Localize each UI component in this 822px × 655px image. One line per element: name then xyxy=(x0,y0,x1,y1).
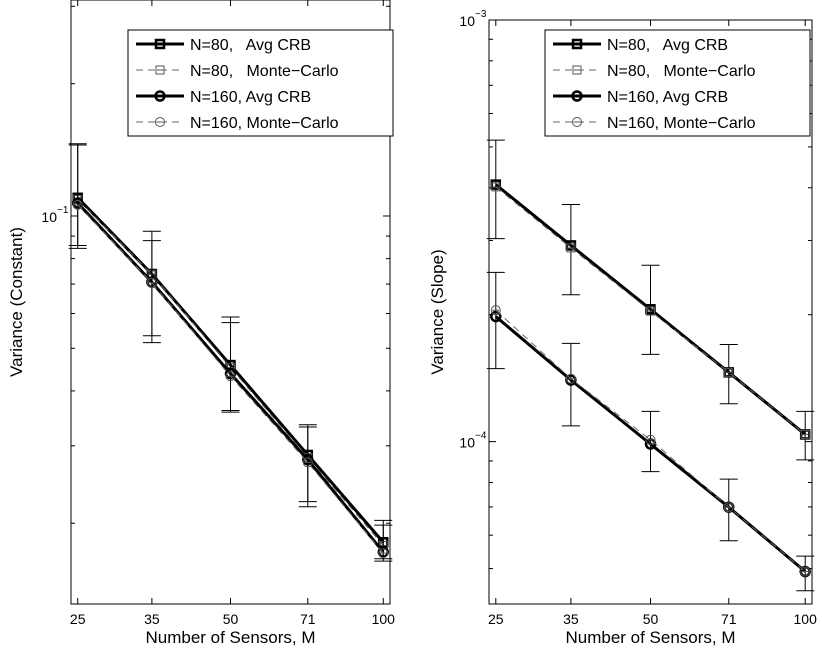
y-tick-label-base: 10 xyxy=(459,13,475,29)
data-point-circle xyxy=(723,502,734,513)
data-point-circle xyxy=(490,305,501,316)
series-4 xyxy=(72,199,389,559)
legend-marker-square xyxy=(154,38,166,50)
x-tick-label: 71 xyxy=(300,611,316,627)
legend-label: N=160, Avg CRB xyxy=(607,89,728,106)
data-point-circle xyxy=(378,548,389,559)
data-point-circle xyxy=(490,310,502,323)
legend-label: N=160, Avg CRB xyxy=(190,89,311,106)
series-line xyxy=(77,199,384,546)
y-tick-label-exponent: −1 xyxy=(57,205,69,216)
legend: N=80, Avg CRB N=80, Monte−Carlo N=160, Avg… xyxy=(127,29,394,137)
legend-label: N=80, Monte−Carlo xyxy=(190,63,339,80)
legend: N=80, Avg CRB N=80, Monte−Carlo N=160, Avg… xyxy=(544,29,811,137)
data-point-circle xyxy=(146,277,157,288)
series-4 xyxy=(490,305,811,577)
x-tick-label: 25 xyxy=(488,611,504,627)
data-point-circle xyxy=(645,434,656,445)
x-axis-label: Number of Sensors, M xyxy=(565,628,735,647)
series-2 xyxy=(491,182,810,439)
data-point-circle xyxy=(800,566,811,577)
data-point-circle xyxy=(565,373,576,384)
data-point-square xyxy=(491,182,501,192)
x-tick-label: 100 xyxy=(372,611,396,627)
legend-marker-circle xyxy=(154,90,166,102)
legend-label: N=160, Monte−Carlo xyxy=(607,115,756,132)
data-point-square xyxy=(800,429,810,439)
legend-box xyxy=(544,29,811,137)
legend-box xyxy=(127,29,394,137)
data-point-circle xyxy=(72,199,83,210)
data-point-square xyxy=(646,306,655,316)
legend-marker-circle xyxy=(155,117,165,127)
series-group xyxy=(486,139,815,592)
x-tick-label: 71 xyxy=(721,611,737,627)
data-point-circle xyxy=(302,453,314,466)
x-tick-label: 25 xyxy=(70,611,86,627)
x-tick-label: 50 xyxy=(643,611,659,627)
x-tick-label: 35 xyxy=(563,611,579,627)
legend-label: N=80, Monte−Carlo xyxy=(607,63,756,80)
x-axis-label: Number of Sensors, M xyxy=(145,628,315,647)
data-point-circle xyxy=(225,371,236,382)
legend-marker-circle xyxy=(572,117,582,127)
y-axis-label: Variance (Slope) xyxy=(428,249,447,374)
data-point-circle xyxy=(302,457,313,468)
data-point-square xyxy=(724,367,734,377)
legend-label: N=80, Avg CRB xyxy=(190,37,311,54)
y-axis-label: Variance (Constant) xyxy=(7,227,26,377)
legend-label: N=80, Avg CRB xyxy=(607,37,728,54)
legend-marker-square xyxy=(571,38,583,50)
series-group xyxy=(68,143,393,562)
data-point-circle xyxy=(224,367,237,380)
legend-marker-square xyxy=(155,65,165,75)
y-tick-label-base: 10 xyxy=(41,209,57,225)
x-tick-label: 100 xyxy=(794,611,818,627)
series-line xyxy=(495,309,806,572)
x-tick-label: 50 xyxy=(223,611,239,627)
y-tick-label-exponent: −3 xyxy=(475,9,487,20)
chart-panel-1: 25 35 50 71 100 10 −1 Number of Sensors, M Varia… xyxy=(7,0,395,647)
data-point-square xyxy=(566,243,576,253)
y-tick-label-exponent: −4 xyxy=(475,431,487,442)
x-tick-label: 35 xyxy=(144,611,160,627)
legend-marker-square xyxy=(572,65,582,75)
legend-marker-circle xyxy=(571,90,583,102)
y-tick-label-base: 10 xyxy=(459,435,475,451)
legend-label: N=160, Monte−Carlo xyxy=(190,115,339,132)
